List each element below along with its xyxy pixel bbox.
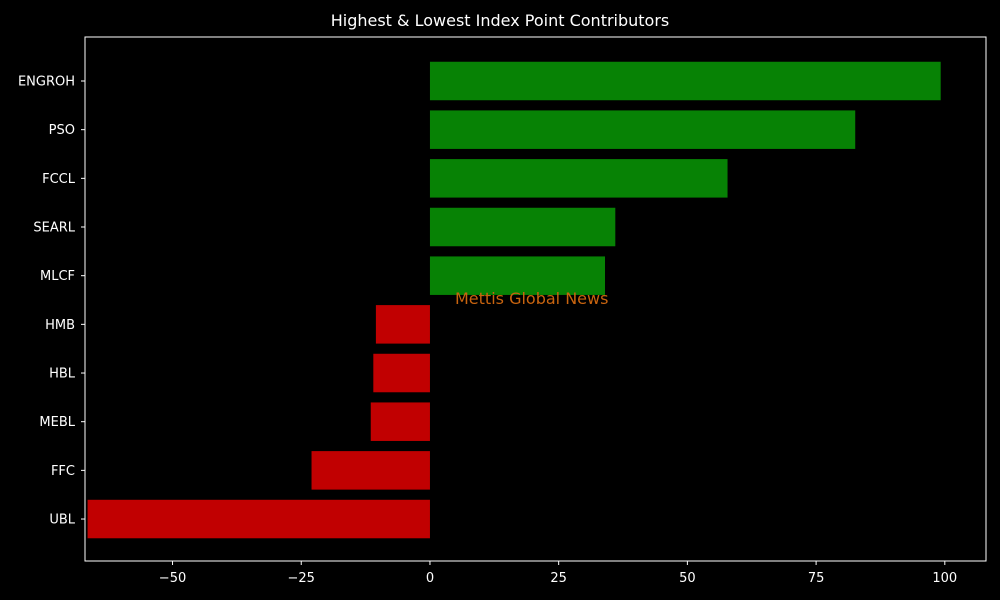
- x-tick-label: 100: [932, 571, 957, 586]
- x-tick-label: −25: [288, 571, 315, 586]
- y-tick-label-fccl: FCCL: [42, 172, 76, 187]
- bar-mebl: [370, 402, 430, 441]
- bar-engroh: [429, 61, 941, 101]
- x-tick-label: 75: [808, 571, 825, 586]
- y-tick-label-hbl: HBL: [49, 367, 76, 382]
- y-tick-label-mebl: MEBL: [39, 415, 75, 430]
- bar-pso: [429, 110, 856, 149]
- bar-searl: [429, 207, 616, 247]
- bar-ubl: [87, 499, 430, 539]
- y-tick-label-engroh: ENGROH: [18, 75, 75, 90]
- bars-layer: [87, 61, 941, 539]
- x-tick-label: −50: [159, 571, 186, 586]
- plot-frame: [84, 36, 987, 562]
- x-axis: −50 −25 0 25 50 75 100: [159, 561, 957, 586]
- y-axis: ENGROH PSO FCCL SEARL MLCF HMB HBL MEBL FFC UBL: [18, 75, 85, 528]
- y-tick-label-mlcf: MLCF: [40, 269, 75, 284]
- y-tick-label-ubl: UBL: [49, 513, 75, 528]
- y-tick-label-searl: SEARL: [33, 221, 75, 236]
- y-tick-label-hmb: HMB: [45, 318, 75, 333]
- bar-hbl: [373, 353, 430, 393]
- bar-fccl: [429, 159, 728, 198]
- bar-ffc: [311, 451, 430, 490]
- x-tick-label: 0: [426, 571, 434, 586]
- x-tick-label: 50: [679, 571, 696, 586]
- chart-title: Highest & Lowest Index Point Contributor…: [330, 11, 670, 30]
- bar-hmb: [375, 305, 430, 344]
- x-tick-label: 25: [550, 571, 567, 586]
- bar-mlcf: [429, 256, 606, 295]
- y-tick-label-pso: PSO: [49, 123, 75, 138]
- watermark-annotation: Mettis Global News: [455, 289, 608, 308]
- y-tick-label-ffc: FFC: [51, 464, 75, 479]
